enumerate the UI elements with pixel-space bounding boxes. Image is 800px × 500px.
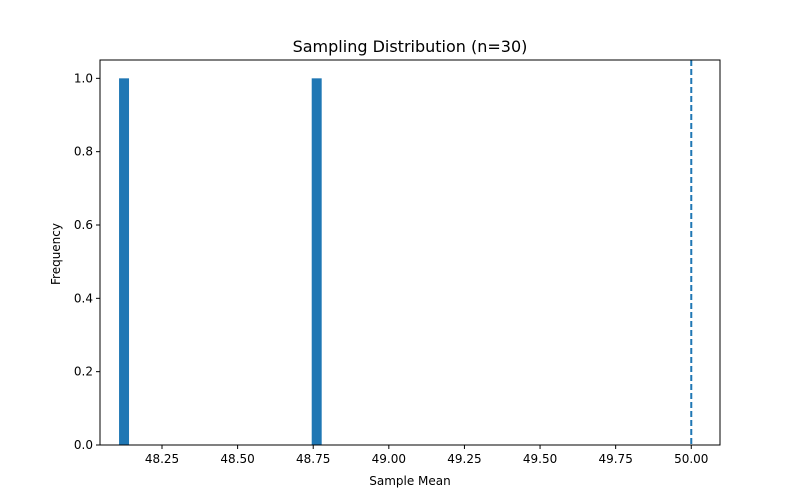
x-tick-label-4: 49.25 xyxy=(447,452,481,466)
y-tick-label-1: 0.2 xyxy=(74,365,93,379)
y-tick-label-3: 0.6 xyxy=(74,218,93,232)
bars-group xyxy=(119,78,322,445)
x-tick-label-5: 49.50 xyxy=(523,452,557,466)
x-axis-label: Sample Mean xyxy=(369,474,451,488)
x-tick-label-6: 49.75 xyxy=(598,452,632,466)
x-tick-label-1: 48.50 xyxy=(220,452,254,466)
bar-1 xyxy=(311,78,322,445)
y-tick-label-5: 1.0 xyxy=(74,71,93,85)
chart-title: Sampling Distribution (n=30) xyxy=(293,37,528,56)
bar-0 xyxy=(119,78,130,445)
y-tick-label-0: 0.0 xyxy=(74,438,93,452)
x-tick-label-3: 49.00 xyxy=(372,452,406,466)
x-tick-label-0: 48.25 xyxy=(145,452,179,466)
x-axis: 48.25 48.50 48.75 49.00 49.25 49.50 49.75 50.00 xyxy=(145,445,708,466)
x-tick-label-2: 48.75 xyxy=(296,452,330,466)
y-tick-label-2: 0.4 xyxy=(74,291,93,305)
y-axis: 0.0 0.2 0.4 0.6 0.8 1.0 xyxy=(74,71,100,452)
y-tick-label-4: 0.8 xyxy=(74,145,93,159)
y-axis-label: Frequency xyxy=(49,223,63,285)
x-tick-label-7: 50.00 xyxy=(674,452,708,466)
plot-frame xyxy=(99,59,721,446)
